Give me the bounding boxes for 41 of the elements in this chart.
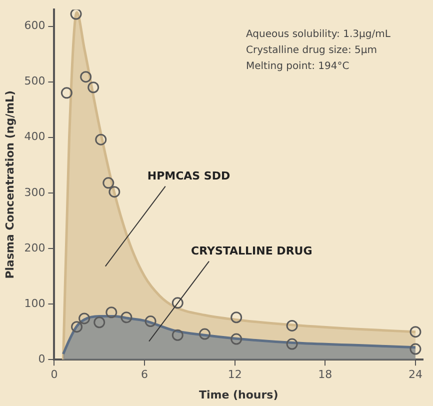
point: [198, 328, 210, 340]
x-tick-label: 24: [408, 368, 422, 382]
annotation: Crystalline drug size: 5µm: [246, 45, 377, 56]
annotation: HPMCAS SDD: [147, 170, 230, 183]
x-tick-label: 12: [228, 368, 242, 382]
point: [70, 10, 82, 20]
point: [230, 312, 242, 324]
point: [120, 312, 132, 324]
point: [286, 320, 298, 332]
annotation: Aqueous solubility: 1.3µg/mL: [246, 29, 391, 40]
y-tick-label: 500: [24, 74, 46, 88]
y-tick-label: 600: [24, 19, 46, 32]
point: [71, 321, 83, 333]
point: [108, 186, 120, 198]
x-axis-title: Time (hours): [198, 388, 278, 402]
point: [80, 71, 92, 83]
point: [78, 312, 90, 324]
y-tick-label: 0: [38, 352, 46, 366]
point: [95, 134, 107, 146]
point: [410, 326, 422, 338]
point: [144, 316, 156, 328]
point: [60, 87, 72, 99]
y-axis-title: Plasma Concentration (ng/mL): [3, 90, 16, 279]
y-tick-label: 400: [24, 130, 46, 144]
point: [88, 82, 100, 94]
point: [410, 343, 422, 355]
point: [94, 316, 106, 328]
point: [102, 177, 114, 189]
annotation: Melting point: 194°C: [246, 61, 350, 72]
y-tick-label: 300: [24, 186, 46, 199]
x-tick-label: 18: [318, 368, 332, 382]
y-tick-label: 100: [24, 296, 46, 310]
point: [286, 338, 298, 350]
x-tick-label: 6: [141, 368, 148, 382]
x-tick-label: 0: [50, 368, 58, 382]
point: [106, 306, 118, 318]
point: [230, 333, 242, 345]
point: [172, 297, 184, 309]
annotation: CRYSTALLINE DRUG: [191, 244, 312, 258]
point: [172, 329, 184, 341]
y-tick-label: 200: [24, 241, 46, 254]
